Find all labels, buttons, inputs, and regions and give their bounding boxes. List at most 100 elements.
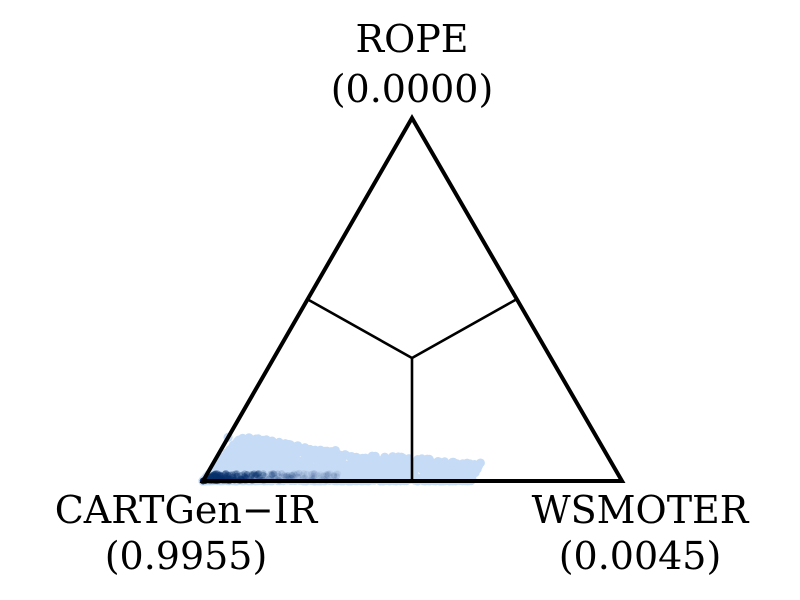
density-point xyxy=(267,470,274,478)
sample-point xyxy=(220,470,230,479)
vertex-label-right-probability: (0.0045) xyxy=(559,534,722,578)
density-point xyxy=(300,470,307,477)
density-point xyxy=(237,472,244,479)
density-point xyxy=(278,470,285,477)
density-point xyxy=(322,472,329,480)
sample-point xyxy=(249,458,259,467)
density-point xyxy=(294,470,301,477)
sample-point xyxy=(328,461,338,471)
vertex-label-left-probability: (0.9955) xyxy=(105,534,268,578)
sample-point xyxy=(336,454,346,464)
density-point xyxy=(330,472,338,480)
sample-point xyxy=(267,436,277,446)
sample-point xyxy=(476,458,485,468)
density-point xyxy=(241,473,248,480)
sample-point xyxy=(331,468,341,478)
density-point xyxy=(290,470,298,477)
sample-point xyxy=(303,468,313,478)
vertex-label-right-name: WSMOTER xyxy=(532,488,750,532)
density-point xyxy=(260,470,267,477)
density-point xyxy=(282,473,289,480)
density-point xyxy=(290,474,297,481)
density-point xyxy=(248,471,255,478)
density-point xyxy=(229,471,236,478)
sample-point xyxy=(448,457,457,467)
sample-point xyxy=(254,451,265,461)
density-point xyxy=(229,474,236,481)
density-point xyxy=(320,472,327,479)
density-point xyxy=(281,472,288,479)
density-point xyxy=(295,474,302,481)
density-point xyxy=(294,473,302,480)
density-point xyxy=(270,470,277,477)
density-point xyxy=(288,472,296,479)
density-point xyxy=(330,471,337,479)
density-point xyxy=(260,471,267,479)
density-point xyxy=(255,470,262,477)
density-point xyxy=(292,471,299,479)
vertex-label-left-name: CARTGen−IR xyxy=(55,488,319,532)
density-point xyxy=(326,470,334,477)
density-point xyxy=(311,470,318,477)
density-point xyxy=(256,474,264,481)
density-point xyxy=(217,473,225,480)
sample-point xyxy=(287,459,297,469)
density-point xyxy=(252,472,259,479)
sample-point xyxy=(449,470,459,479)
density-point xyxy=(333,473,341,480)
sample-point xyxy=(226,456,236,466)
density-point xyxy=(319,472,327,479)
density-point xyxy=(215,472,222,479)
sample-point xyxy=(239,435,248,445)
density-point xyxy=(271,470,278,478)
density-point xyxy=(212,470,219,477)
sample-point xyxy=(434,470,444,480)
sample-point xyxy=(458,459,468,469)
density-point xyxy=(241,473,248,480)
sample-point xyxy=(272,452,281,462)
density-point xyxy=(278,473,285,480)
density-point xyxy=(323,471,330,478)
density-point xyxy=(288,471,295,479)
density-point xyxy=(275,473,282,480)
density-point xyxy=(255,470,262,477)
density-point xyxy=(260,471,267,479)
density-point xyxy=(249,471,256,478)
density-point xyxy=(224,471,231,478)
region-divider-left xyxy=(306,297,413,360)
sample-point xyxy=(291,466,300,476)
density-point xyxy=(229,473,237,480)
density-point xyxy=(223,472,230,480)
sample-point xyxy=(463,468,473,478)
density-point xyxy=(254,472,261,479)
density-point xyxy=(285,472,292,479)
density-point xyxy=(218,472,225,479)
density-point xyxy=(243,471,251,478)
sample-point xyxy=(233,460,242,470)
density-point xyxy=(225,472,232,479)
density-point xyxy=(249,471,256,479)
sample-point xyxy=(331,446,340,455)
density-point xyxy=(221,470,228,478)
sample-point xyxy=(362,457,371,467)
density-point xyxy=(311,470,318,477)
density-point xyxy=(214,470,221,477)
density-point xyxy=(234,472,241,479)
sample-point xyxy=(218,453,228,462)
sample-point xyxy=(423,472,433,481)
density-point xyxy=(233,472,240,480)
sample-point xyxy=(241,461,251,471)
sample-point xyxy=(313,451,323,461)
density-point xyxy=(323,471,330,478)
density-point xyxy=(253,471,260,479)
density-point xyxy=(222,470,229,477)
sample-point xyxy=(271,461,280,470)
sample-point xyxy=(280,440,289,450)
density-point xyxy=(243,470,251,478)
sample-point xyxy=(367,451,377,461)
sample-point xyxy=(357,466,367,476)
sample-point xyxy=(300,456,310,466)
sample-point xyxy=(294,447,304,457)
density-point xyxy=(232,470,239,477)
